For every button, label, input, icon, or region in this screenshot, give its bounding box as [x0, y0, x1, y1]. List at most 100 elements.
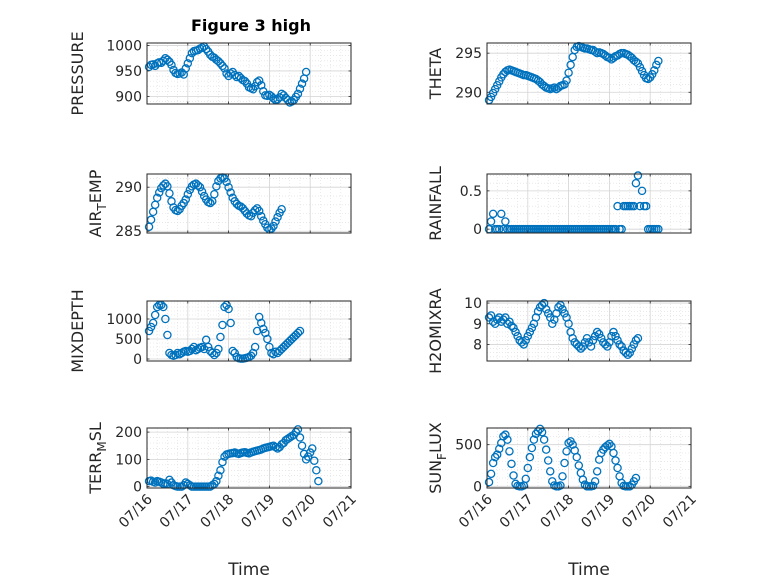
data-point	[295, 433, 305, 442]
data-point	[252, 204, 262, 213]
data-point	[603, 441, 612, 450]
data-point	[494, 444, 504, 454]
data-point	[163, 330, 172, 340]
data-point	[523, 331, 533, 341]
y-tick-label: 8	[473, 337, 482, 353]
data-point	[566, 60, 575, 70]
data-point	[224, 304, 233, 314]
data-point	[584, 338, 594, 347]
data-point	[539, 435, 549, 444]
data-point	[263, 334, 272, 344]
x-tick-label: 07/17	[497, 492, 537, 532]
x-tick-label: 07/16	[116, 491, 156, 531]
data-point	[152, 302, 162, 312]
data-point	[507, 459, 516, 469]
data-point	[301, 67, 311, 77]
data-point	[152, 193, 162, 203]
y-tick-label: 100	[115, 452, 142, 468]
data-point	[314, 476, 323, 486]
data-point	[220, 302, 229, 312]
data-point	[633, 333, 643, 343]
x-tick-label: 07/17	[157, 492, 197, 532]
data-point	[507, 321, 516, 331]
data-point	[254, 206, 264, 216]
data-point	[222, 69, 231, 78]
data-point	[568, 440, 577, 449]
data-point	[564, 319, 573, 329]
data-point	[631, 178, 641, 188]
data-point	[501, 430, 510, 439]
data-point	[654, 56, 663, 66]
data-point	[541, 305, 551, 314]
data-point	[568, 333, 577, 343]
data-point	[159, 181, 168, 190]
data-point	[605, 53, 614, 63]
axes-box	[146, 42, 352, 105]
data-point	[185, 54, 195, 63]
data-point	[501, 217, 510, 226]
data-point	[212, 348, 221, 358]
subplot-air-t-emp: 285 290 AIRTEMP	[86, 169, 352, 240]
data-point	[590, 477, 600, 486]
y-tick-label: 290	[455, 85, 482, 101]
data-point	[273, 95, 282, 104]
y-axis-label: RAINFALL	[426, 166, 445, 241]
data-point	[609, 53, 618, 63]
y-tick-label: 285	[115, 224, 142, 240]
subplot-sun-f-lux: 0 500 07/16 07/17 07/18 07/19 07/20 07/21 SUNFLU…	[426, 422, 700, 580]
y-tick-label: 0	[133, 480, 142, 496]
subplot-pressure: 900 950 1000 PRESSURE	[68, 31, 352, 116]
data-point	[631, 57, 641, 67]
data-point	[224, 182, 233, 192]
data-point	[641, 201, 651, 211]
y-tick-label: 0	[473, 479, 482, 495]
data-point	[214, 344, 223, 354]
y-axis-label: PRESSURE	[68, 31, 87, 115]
subplot-terr-m-sl: 0 100 200 07/16 07/17 07/18 07/19 07/20 07/21 TER…	[86, 422, 360, 580]
data-point	[277, 204, 286, 214]
data-point	[250, 205, 260, 215]
y-axis-label-part: TERR	[86, 452, 105, 495]
data-point	[548, 319, 557, 329]
x-tick-label: 07/18	[198, 492, 238, 532]
data-point	[588, 336, 598, 345]
y-axis-label: TERRMSL	[86, 422, 109, 495]
data-point	[592, 467, 602, 476]
data-point	[201, 44, 211, 54]
data-point	[167, 60, 176, 70]
data-point	[250, 342, 260, 352]
data-point	[594, 329, 604, 339]
data-point	[269, 221, 278, 231]
data-point	[574, 461, 584, 470]
data-point	[525, 327, 535, 337]
data-point	[590, 47, 600, 56]
axes-box	[146, 300, 352, 362]
y-axis-label-part: SUN	[426, 460, 445, 494]
data-point	[631, 473, 641, 483]
data-point	[541, 445, 551, 454]
data-point	[635, 201, 645, 211]
data-point	[497, 209, 506, 219]
axes-box	[146, 427, 352, 489]
data-point	[509, 471, 518, 480]
x-axis-label: Time	[567, 560, 610, 580]
data-point	[161, 179, 170, 188]
data-point	[609, 327, 618, 337]
data-point	[607, 331, 616, 341]
y-tick-label: 9	[473, 317, 482, 333]
data-point	[588, 481, 598, 491]
data-point	[181, 64, 191, 73]
data-point	[295, 326, 305, 336]
data-point	[576, 344, 586, 353]
data-point	[631, 336, 641, 345]
data-point	[220, 64, 229, 73]
y-tick-label: 900	[115, 89, 142, 105]
data-point	[601, 340, 610, 349]
data-point	[527, 443, 537, 453]
data-point	[503, 319, 512, 329]
data-point	[157, 478, 166, 487]
data-point	[250, 81, 260, 91]
data-point	[609, 448, 618, 458]
subplot-rainfall: 0 0.5 RAINFALL	[426, 166, 692, 241]
